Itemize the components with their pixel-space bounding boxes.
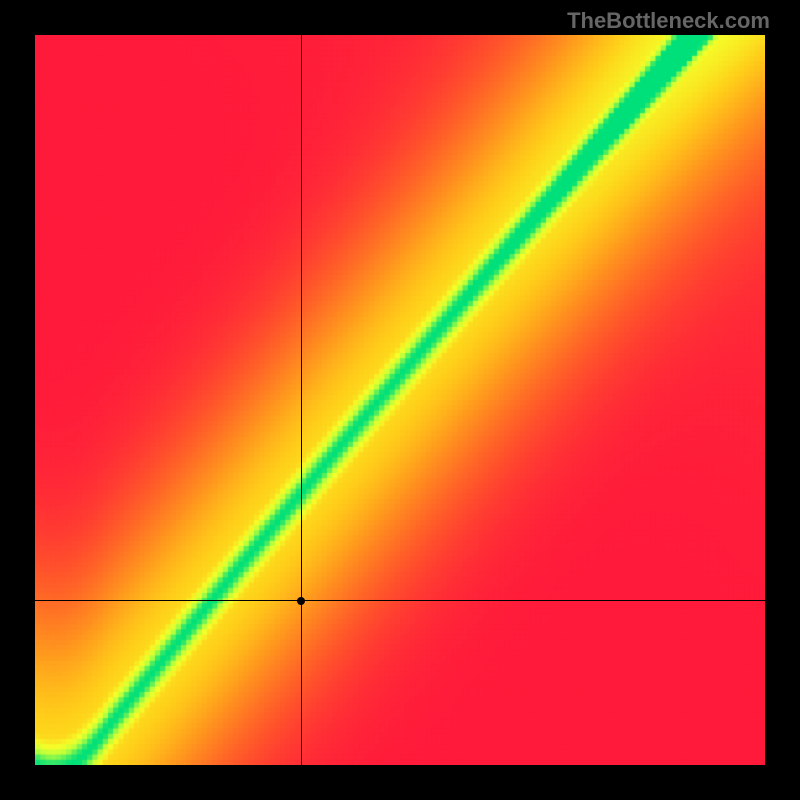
figure-root: TheBottleneck.com [0,0,800,800]
heatmap-canvas [35,35,765,765]
crosshair-horizontal [35,600,765,601]
crosshair-point [297,597,305,605]
watermark-text: TheBottleneck.com [567,8,770,34]
crosshair-vertical [301,35,302,765]
